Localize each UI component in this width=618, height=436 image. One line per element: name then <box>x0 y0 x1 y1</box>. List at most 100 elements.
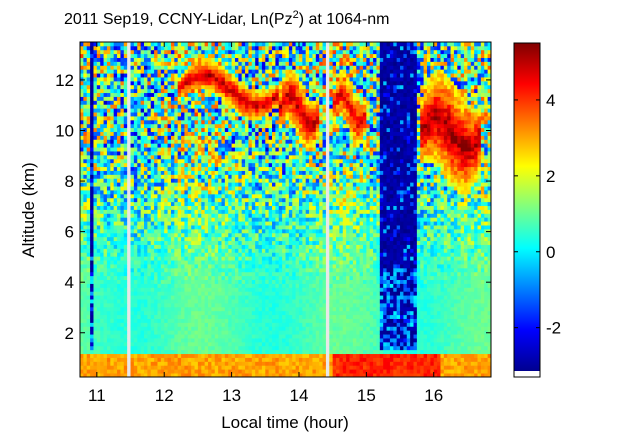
heat-cell <box>117 228 121 234</box>
heat-cell <box>106 322 111 327</box>
heat-cell <box>241 119 246 125</box>
heat-cell <box>140 248 145 253</box>
heat-cell <box>144 244 148 249</box>
heat-cell <box>110 345 115 351</box>
heat-cell <box>167 205 172 210</box>
heat-cell <box>258 213 263 218</box>
heat-cell <box>96 193 101 199</box>
heat-cell <box>194 291 199 296</box>
heat-cell <box>157 252 162 257</box>
heat-cell <box>238 248 243 253</box>
heat-cell <box>120 53 125 58</box>
heat-cell <box>258 147 263 152</box>
heat-cell <box>80 80 84 86</box>
heat-cell <box>181 326 185 331</box>
heat-cell <box>181 205 185 210</box>
heat-cell <box>208 256 212 261</box>
heat-cell <box>224 236 229 242</box>
heat-cell <box>228 53 232 58</box>
heat-cell <box>90 232 94 238</box>
heat-cell <box>255 240 259 245</box>
heat-cell <box>120 92 125 97</box>
heat-cell <box>120 221 125 226</box>
heat-cell <box>181 314 185 319</box>
heat-cell <box>251 357 256 362</box>
heat-cell <box>154 205 158 210</box>
heat-cell <box>110 264 115 269</box>
heat-cell <box>133 182 138 187</box>
heat-cell <box>96 232 101 238</box>
heat-cell <box>170 77 175 82</box>
heat-cell <box>83 108 88 113</box>
heat-cell <box>106 166 111 171</box>
heat-cell <box>214 158 219 164</box>
heat-cell <box>211 143 216 148</box>
heat-cell <box>157 61 162 66</box>
heat-cell <box>194 260 199 265</box>
heat-cell <box>268 252 273 257</box>
heat-cell <box>272 225 276 230</box>
heat-cell <box>184 112 189 117</box>
heat-cell <box>127 123 131 129</box>
heat-cell <box>164 217 168 222</box>
heat-cell <box>90 112 94 117</box>
heat-cell <box>144 236 148 242</box>
heat-cell <box>255 77 259 82</box>
heat-cell <box>255 318 259 323</box>
heat-cell <box>272 45 276 51</box>
heat-cell <box>103 178 108 183</box>
heat-cell <box>150 201 155 207</box>
heat-cell <box>231 147 236 152</box>
heat-cell <box>251 201 256 207</box>
heat-cell <box>258 69 263 74</box>
heat-cell <box>194 221 199 226</box>
heat-cell <box>100 186 104 191</box>
heat-cell <box>117 100 121 105</box>
heat-cell <box>268 240 273 245</box>
heat-cell <box>201 84 206 90</box>
heat-cell <box>177 248 182 253</box>
heat-cell <box>214 112 219 117</box>
heat-cell <box>137 287 142 292</box>
heat-cell <box>110 357 115 362</box>
heat-cell <box>258 365 263 370</box>
heat-cell <box>204 299 209 304</box>
heat-cell <box>268 147 273 152</box>
heat-cell <box>204 166 209 171</box>
heat-cell <box>147 373 152 377</box>
heat-cell <box>144 334 148 339</box>
heat-cell <box>224 248 229 253</box>
heat-cell <box>167 256 172 261</box>
heat-cell <box>245 45 249 51</box>
heat-cell <box>261 127 266 132</box>
heat-cell <box>164 271 168 277</box>
heat-cell <box>201 158 206 164</box>
heat-cell <box>100 302 104 308</box>
heat-cell <box>187 135 192 140</box>
heat-cell <box>265 326 270 331</box>
heat-cell <box>80 151 84 156</box>
heat-cell <box>221 158 226 164</box>
heat-cell <box>255 299 259 304</box>
heat-cell <box>160 326 165 331</box>
heat-cell <box>120 306 125 312</box>
heat-cell <box>170 267 175 273</box>
heat-cell <box>110 80 115 86</box>
heat-cell <box>177 127 182 132</box>
heat-cell <box>204 108 209 113</box>
heat-cell <box>157 299 162 304</box>
heat-cell <box>181 357 185 362</box>
heat-cell <box>140 69 145 74</box>
heat-cell <box>150 295 155 300</box>
heat-cell <box>228 116 232 121</box>
heat-cell <box>251 252 256 257</box>
heat-cell <box>261 100 266 105</box>
heat-cell <box>83 213 88 218</box>
heat-cell <box>211 225 216 230</box>
heat-cell <box>103 267 108 273</box>
heat-cell <box>167 154 172 160</box>
heat-cell <box>167 162 172 168</box>
heat-cell <box>123 182 128 187</box>
heat-cell <box>86 256 91 261</box>
heat-cell <box>258 174 263 179</box>
